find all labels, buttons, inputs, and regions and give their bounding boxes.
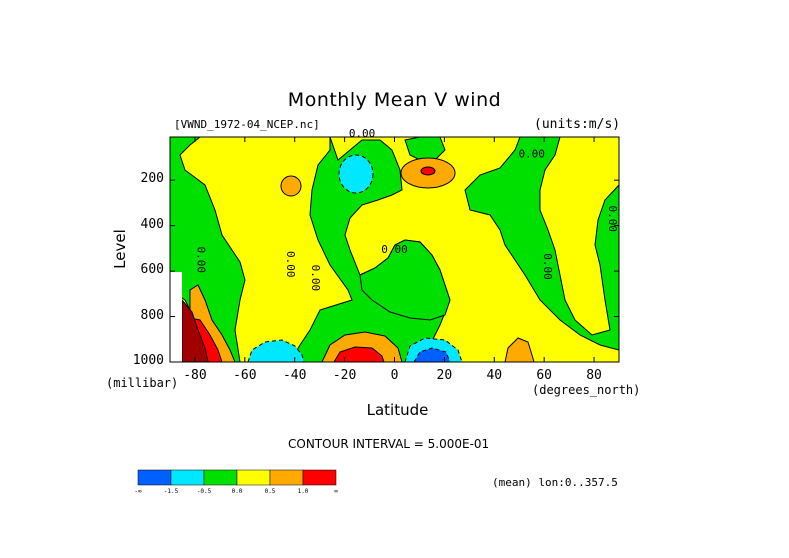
field-yellow-right [539, 137, 619, 336]
field-orange-top-left [280, 175, 302, 197]
contour-label: 0.00 [349, 127, 376, 140]
legend-label: ∞ [334, 488, 338, 495]
units-label: (units:m/s) [534, 117, 621, 132]
legend-swatch [302, 469, 337, 486]
legend-swatch [170, 469, 205, 486]
y-ticks [170, 179, 619, 363]
legend-label: -0.5 [197, 488, 212, 495]
field-blue-bottom-center [413, 347, 451, 362]
y-tick-label: 200 [140, 171, 164, 187]
x-tick-label: 60 [536, 368, 552, 383]
legend-swatch [137, 469, 172, 486]
field-orange-lowright [504, 337, 535, 362]
y-axis-unit: (millibar) [106, 376, 179, 390]
dataset-label: [VWND_1972-04_NCEP.nc] [174, 118, 320, 131]
x-tick-label: 0 [390, 368, 399, 383]
field-red-top-center [420, 166, 436, 176]
legend-label: -∞ [134, 488, 142, 495]
contour-label: 0.00 [284, 251, 297, 278]
x-axis-unit: (degrees_north) [532, 383, 641, 397]
field-green-mid [359, 239, 451, 321]
x-tick-label: -40 [282, 368, 307, 383]
x-tick-label: 80 [586, 368, 602, 383]
legend-label: 0.0 [232, 488, 243, 495]
x-tick-label: 20 [436, 368, 453, 383]
contour-label: 0.00 [309, 265, 322, 292]
legend-label: 0.5 [265, 488, 276, 495]
contour-label: 0.00 [541, 253, 554, 280]
field-cyan-top [338, 154, 374, 194]
x-tick-label: -80 [183, 368, 207, 383]
x-tick-label: -20 [332, 368, 357, 383]
legend-swatch [203, 469, 238, 486]
contour-interval-text: CONTOUR INTERVAL = 5.000E-01 [288, 437, 490, 451]
y-tick-label: 600 [140, 262, 164, 278]
contour-label: 0.00 [194, 246, 207, 273]
field-missing-left [170, 272, 182, 362]
contour-label: 0.00 [606, 206, 619, 233]
x-axis-label: Latitude [366, 401, 429, 419]
x-tick-label: -60 [233, 368, 257, 383]
color-legend: -∞ -1.5 -0.5 0.0 0.5 1.0 ∞ [134, 469, 338, 495]
field-cyan-bottom-left [247, 339, 305, 362]
legend-swatch [269, 469, 304, 486]
contour-label: 0.00 [381, 243, 408, 256]
field-red-bottom-center [333, 346, 385, 362]
contour-label: 0.00 [518, 147, 545, 160]
y-tick-label: 400 [140, 216, 164, 232]
y-tick-label: 1000 [132, 353, 164, 368]
field-green-upper [404, 137, 446, 161]
legend-label: -1.5 [164, 488, 179, 495]
legend-label: 1.0 [298, 488, 309, 495]
x-tick-label: 40 [486, 368, 503, 383]
legend-swatch [236, 469, 271, 486]
chart-title: Monthly Mean V wind [287, 89, 502, 111]
x-ticks [194, 137, 595, 362]
mean-note: (mean) lon:0..357.5 [492, 476, 618, 489]
y-tick-label: 800 [140, 307, 164, 323]
contour-fields [170, 137, 619, 362]
